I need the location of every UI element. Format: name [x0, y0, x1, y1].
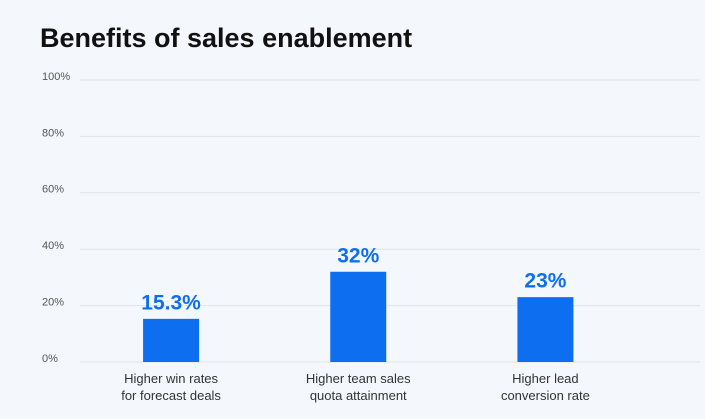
value-label: 32% [337, 244, 379, 267]
bar [143, 318, 200, 362]
chart-title: Benefits of sales enablement [40, 23, 412, 53]
value-label: 23% [524, 270, 566, 293]
y-tick-label: 20% [42, 297, 64, 309]
bar [330, 271, 387, 362]
x-tick-label: Higher team sales quota attainment [305, 371, 411, 403]
y-tick-label: 80% [42, 127, 64, 139]
y-tick-label: 0% [42, 353, 58, 365]
x-tick-label: Higher lead conversion rate [500, 371, 590, 403]
bar [517, 297, 574, 362]
y-tick-label: 100% [42, 71, 70, 83]
x-tick-label: Higher win rates for forecast deals [121, 371, 221, 403]
value-label: 15.3% [141, 291, 201, 314]
y-tick-label: 60% [42, 184, 64, 196]
y-tick-label: 40% [42, 240, 64, 252]
